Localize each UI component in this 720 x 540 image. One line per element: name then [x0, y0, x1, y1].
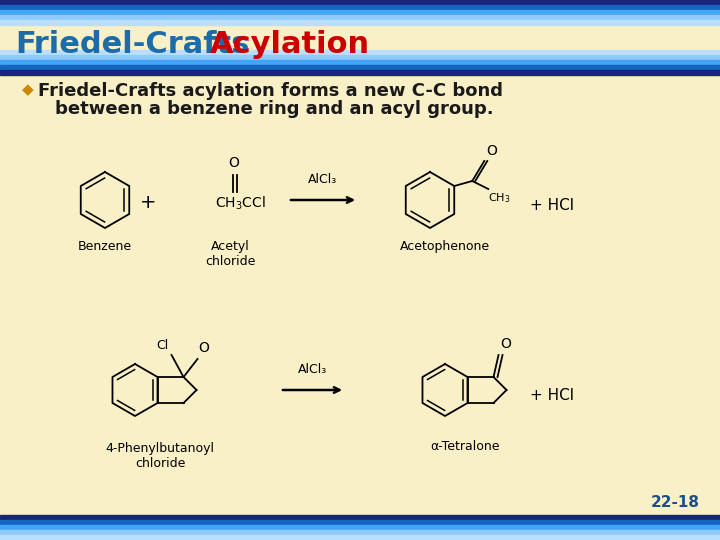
- Text: O: O: [500, 337, 511, 351]
- Text: ◆: ◆: [22, 82, 34, 97]
- Bar: [0, 535, 720, 540]
- Text: + HCl: + HCl: [530, 388, 574, 402]
- Text: AlCl₃: AlCl₃: [298, 363, 327, 376]
- Bar: [0, 55, 720, 60]
- Text: Benzene: Benzene: [78, 240, 132, 253]
- Text: Acetophenone: Acetophenone: [400, 240, 490, 253]
- Text: Acylation: Acylation: [210, 30, 370, 59]
- Text: Cl: Cl: [156, 339, 168, 352]
- Text: between a benzene ring and an acyl group.: between a benzene ring and an acyl group…: [55, 100, 494, 118]
- Text: $\mathregular{CH_3}$: $\mathregular{CH_3}$: [488, 191, 510, 205]
- Bar: [0, 525, 720, 530]
- Bar: [0, 10, 720, 15]
- Bar: [0, 65, 720, 70]
- Bar: [0, 0, 720, 5]
- Text: +: +: [140, 193, 156, 213]
- Text: AlCl₃: AlCl₃: [308, 173, 338, 186]
- Text: O: O: [486, 144, 497, 158]
- Text: Acetyl
chloride: Acetyl chloride: [204, 240, 255, 268]
- Bar: [0, 520, 720, 525]
- Bar: [0, 50, 720, 55]
- Bar: [0, 15, 720, 20]
- Text: 22-18: 22-18: [651, 495, 700, 510]
- Bar: [0, 5, 720, 10]
- Text: O: O: [228, 156, 240, 170]
- Bar: [0, 515, 720, 520]
- Bar: [0, 60, 720, 65]
- Text: O: O: [199, 341, 210, 355]
- Bar: [0, 20, 720, 25]
- Text: Friedel-Crafts acylation forms a new C-C bond: Friedel-Crafts acylation forms a new C-C…: [38, 82, 503, 100]
- Bar: [0, 25, 720, 70]
- Bar: [0, 530, 720, 535]
- Bar: [0, 70, 720, 75]
- Text: α-Tetralone: α-Tetralone: [431, 440, 500, 453]
- Text: Friedel-Crafts: Friedel-Crafts: [15, 30, 249, 59]
- Text: + HCl: + HCl: [530, 198, 574, 213]
- Text: $\mathregular{CH_3CCl}$: $\mathregular{CH_3CCl}$: [215, 195, 266, 212]
- Text: 4-Phenylbutanoyl
chloride: 4-Phenylbutanoyl chloride: [106, 442, 215, 470]
